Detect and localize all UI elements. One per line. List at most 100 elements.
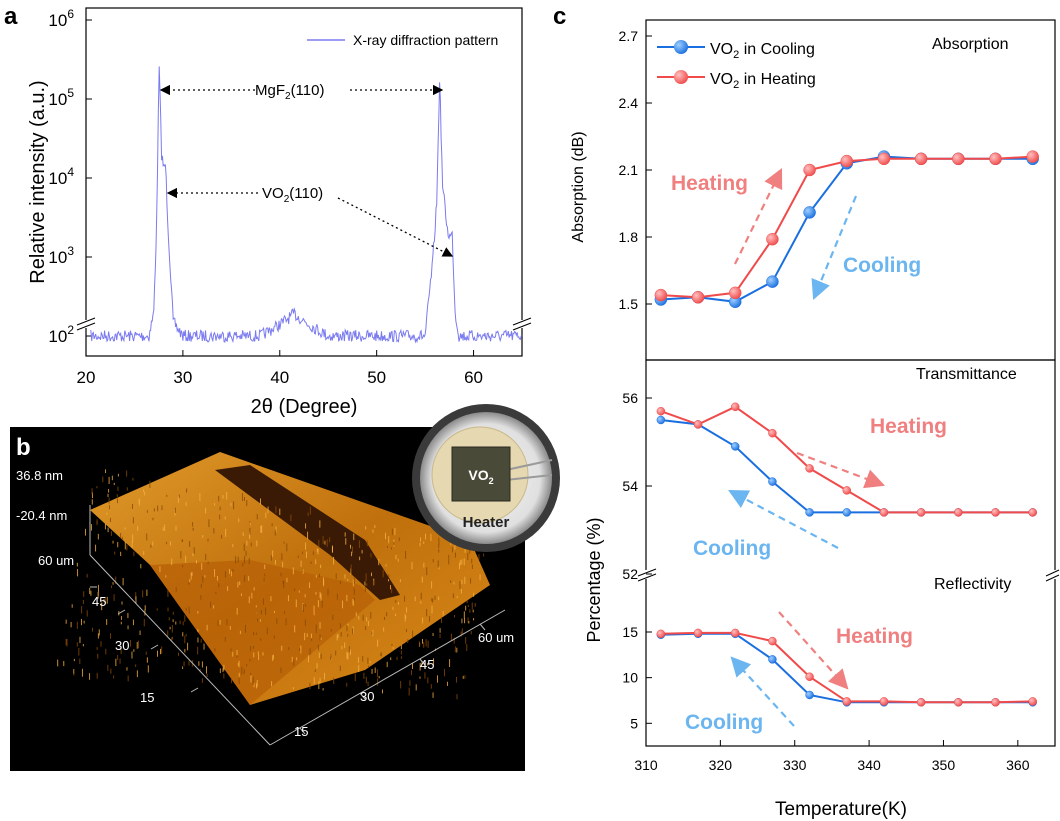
legend-heating-marker	[674, 70, 688, 84]
data-point-heating	[916, 698, 926, 707]
data-point-heating	[693, 628, 703, 638]
afm-height-min: -20.4 nm	[16, 508, 67, 523]
panel-a-y-ticks: 102 103 104 105 106	[48, 7, 92, 346]
annotation-vo2: VO2(110)	[262, 185, 323, 205]
data-point-heating	[654, 288, 668, 302]
data-point-heating	[766, 232, 779, 246]
data-point-heating	[803, 163, 816, 177]
afm-x-label-60: 60 um	[478, 630, 514, 645]
data-point-heating	[842, 697, 852, 706]
data-point-heating	[730, 628, 740, 638]
absorption-heating-label: Heating	[671, 172, 748, 195]
panel-a-x-ticks: 20 30 40 50 60	[77, 350, 483, 387]
panel-c-trend-arrows	[728, 168, 886, 727]
reflectivity-title: Reflectivity	[934, 576, 1011, 593]
panel-c-ticks: 310 320 330 340 350 360 1.5 1.8 2.1 2.4 2.7 52 54 56 5…	[619, 28, 1030, 773]
data-point-heating	[730, 402, 740, 412]
panel-a-x-tick-label: 20	[77, 368, 96, 387]
panel-a-y-tick-label: 102	[48, 323, 74, 346]
legend-cooling-label: VO2 in Cooling	[710, 41, 815, 61]
panel-c-y-tick-label: 5	[630, 715, 638, 731]
panel-c-x-tick-label: 360	[1006, 757, 1030, 773]
transmittance-heating-label: Heating	[870, 415, 947, 438]
panel-c-y-tick-label: 2.1	[619, 162, 639, 178]
afm-axis-labels: 36.8 nm -20.4 nm 60 um 45 30 15 60 um 45…	[16, 468, 514, 739]
legend-cooling-marker	[674, 40, 688, 54]
data-point-heating	[728, 286, 742, 300]
afm-x-label-30: 30	[360, 689, 374, 704]
panel-c-label: c	[553, 3, 566, 30]
panel-a-axes-frame	[85, 7, 523, 357]
panel-a-legend: X-ray diffraction pattern	[307, 32, 498, 48]
data-point-heating	[916, 508, 926, 517]
panel-c-y-tick-label: 54	[622, 478, 638, 494]
series-line-heating	[660, 405, 1033, 514]
data-point-heating	[805, 464, 814, 473]
absorption-title: Absorption	[932, 36, 1009, 53]
data-point-cooling	[842, 508, 852, 517]
data-point-cooling	[803, 206, 816, 219]
afm-x-label-45: 45	[420, 657, 434, 672]
data-point-cooling	[768, 655, 777, 664]
data-point-heating	[1028, 697, 1037, 706]
transmittance-title: Transmittance	[916, 366, 1017, 383]
panel-b: b 36.8 nm -20.4 nm 60 um 45 30 15	[10, 404, 560, 771]
panel-c-legend: VO2 in Cooling VO2 in Heating	[657, 40, 816, 91]
panel-c-y-tick-label: 52	[622, 566, 638, 582]
data-point-heating	[879, 508, 889, 517]
series-line-cooling	[660, 419, 1033, 514]
panel-c-x-tick-label: 330	[783, 757, 807, 773]
afm-y-label-15: 15	[140, 690, 154, 705]
data-point-cooling	[805, 508, 814, 517]
panel-c-y-tick-label: 15	[622, 624, 638, 640]
panel-a: a 20 30 40 50 60 102 103 104 105 106 X-ray diffr…	[4, 3, 532, 418]
panel-a-y-tick-label: 105	[48, 86, 74, 109]
data-point-heating	[954, 508, 963, 517]
afm-y-label-30: 30	[115, 638, 129, 653]
data-point-heating	[840, 154, 854, 168]
data-point-heating	[991, 508, 1000, 517]
data-point-heating	[805, 672, 814, 681]
heater-inset-photo: VO2 Heater	[412, 404, 560, 552]
data-point-heating	[768, 428, 777, 438]
legend-xrd-label: X-ray diffraction pattern	[353, 32, 498, 48]
panel-a-y-axis-label: Relative intensity (a.u.)	[27, 80, 49, 283]
panel-c-y-tick-label: 2.7	[619, 28, 639, 44]
panel-c-x-tick-label: 320	[709, 757, 733, 773]
data-point-heating	[691, 291, 705, 304]
panel-c-y-tick-label: 1.8	[619, 229, 639, 245]
percentage-axes-frame	[645, 359, 1056, 747]
panel-c-x-tick-label: 350	[932, 757, 956, 773]
data-point-heating	[989, 152, 1002, 166]
panel-a-x-axis-label: 2θ (Degree)	[251, 396, 358, 418]
data-point-heating	[768, 636, 777, 646]
panel-a-x-tick-label: 50	[367, 368, 386, 387]
data-point-heating	[656, 406, 666, 416]
reflectivity-cooling-label: Cooling	[685, 711, 763, 734]
panel-a-y-tick-label: 104	[48, 165, 74, 188]
afm-y-label-45: 45	[92, 594, 106, 609]
xrd-series-line	[90, 66, 523, 344]
data-point-cooling	[805, 690, 814, 700]
data-point-cooling	[766, 275, 779, 288]
panel-c-x-tick-label: 340	[857, 757, 881, 773]
afm-surface-image	[57, 452, 490, 705]
afm-height-max: 36.8 nm	[16, 468, 63, 483]
inset-vo2-label: VO2	[468, 467, 493, 486]
panel-a-x-tick-label: 40	[270, 368, 289, 387]
data-point-heating	[879, 697, 889, 706]
data-point-heating	[954, 698, 963, 707]
panel-a-axis-break	[76, 317, 532, 331]
data-point-heating	[1028, 508, 1037, 517]
data-point-heating	[842, 486, 852, 495]
panel-a-annotation-mgf2: MgF2(110)	[159, 82, 444, 102]
panel-c-series	[654, 150, 1039, 707]
panel-a-y-tick-label: 103	[48, 244, 74, 267]
panel-c-x-tick-label: 310	[634, 757, 658, 773]
percentage-y-axis-label: Percentage (%)	[584, 517, 604, 642]
data-point-heating	[914, 152, 928, 166]
panel-c-y-tick-label: 2.4	[619, 95, 639, 111]
data-point-heating	[877, 152, 891, 166]
panel-c-y-tick-label: 56	[622, 390, 638, 406]
